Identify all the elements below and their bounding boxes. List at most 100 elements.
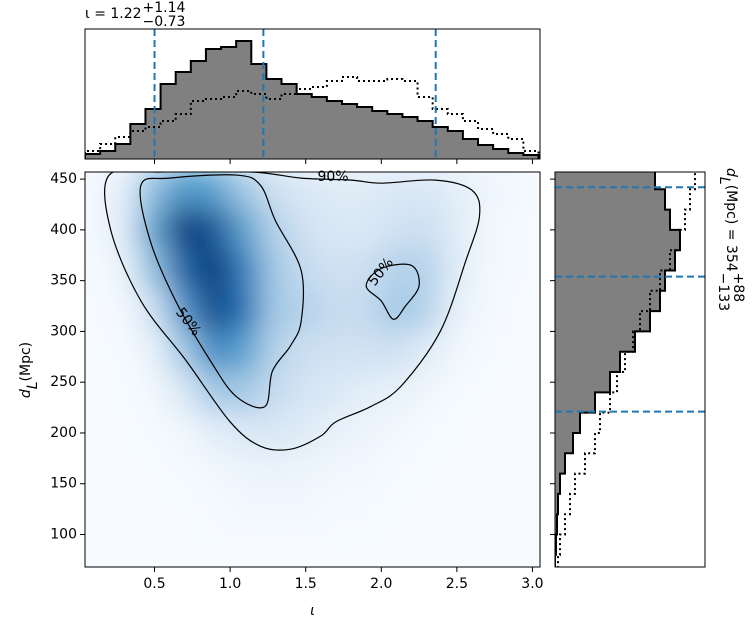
posterior-bar (175, 72, 192, 159)
posterior-bar (417, 121, 433, 159)
histogram (555, 172, 696, 567)
density-cell (380, 208, 413, 252)
title-sup: +1.14 (143, 0, 186, 16)
density-cell (350, 172, 383, 211)
density-cell (319, 533, 353, 567)
density-cell (108, 330, 141, 374)
density-cell (380, 411, 413, 455)
density-cell (198, 289, 232, 333)
density-cell (259, 492, 292, 536)
y-tick-label: 200 (50, 425, 77, 441)
posterior-bar (221, 47, 237, 159)
density-cell (108, 533, 141, 567)
posterior-bar (555, 229, 681, 251)
density-cell (470, 452, 504, 495)
density-cell (350, 533, 383, 567)
posterior-bar (130, 124, 146, 159)
density-cell (229, 452, 262, 495)
label-sup: +88 (730, 273, 746, 303)
density-cell (440, 172, 473, 211)
heatmap-area (85, 172, 540, 567)
density-cell (410, 172, 443, 211)
posterior-bar (493, 149, 509, 159)
density-cell (501, 411, 534, 455)
density-cell (410, 533, 443, 567)
density-cell (501, 249, 534, 292)
density-cell (168, 411, 201, 455)
label-part: d (18, 389, 34, 398)
posterior-bar (555, 189, 666, 210)
density-cell (259, 533, 292, 567)
density-cell (138, 371, 171, 414)
density-cell (85, 533, 111, 567)
density-cell (350, 371, 383, 414)
posterior-bar (555, 453, 566, 474)
density-cell (410, 452, 443, 495)
posterior-bar (555, 392, 596, 413)
density-cell (380, 452, 413, 495)
posterior-bar (326, 101, 343, 159)
histogram-frame (554, 171, 706, 568)
density-cell (350, 452, 383, 495)
density-cell (440, 330, 473, 374)
posterior-bar (205, 49, 222, 159)
density-cell (410, 371, 443, 414)
label-part: d (723, 168, 739, 177)
top-title: ι = 1.22 +1.14−0.73 (85, 0, 186, 30)
histogram (85, 40, 540, 159)
density-cell (198, 452, 232, 495)
density-cell (85, 208, 111, 252)
density-cell (259, 172, 292, 211)
y-tick-label: 100 (50, 527, 77, 543)
density-cell (229, 330, 262, 374)
density-cell (85, 249, 111, 292)
density-cell (198, 411, 232, 455)
posterior-bar (555, 250, 676, 271)
density-cell (138, 330, 171, 374)
posterior-bar (85, 154, 101, 159)
density-cell (85, 411, 111, 455)
posterior-bar (447, 131, 464, 159)
posterior-bar (555, 473, 561, 495)
density-cell (501, 371, 534, 414)
density-cell (259, 452, 292, 495)
density-cell (350, 330, 383, 374)
density-cell (380, 533, 413, 567)
density-cell (410, 249, 443, 292)
density-cell (198, 249, 232, 292)
density-cell (259, 249, 292, 292)
density-cell (501, 172, 534, 211)
density-cell (168, 533, 201, 567)
density-cell (440, 289, 473, 333)
prior-outline (557, 172, 696, 567)
density-cell (168, 492, 201, 536)
label-part: (Mpc) = 354 (723, 185, 739, 272)
density-cell (289, 492, 322, 536)
posterior-bar (115, 144, 131, 159)
density-cell (229, 289, 262, 333)
density-cell (108, 249, 141, 292)
density-cell (350, 411, 383, 455)
density-cell (198, 371, 232, 414)
posterior-bar (190, 61, 207, 159)
density-cell (168, 371, 201, 414)
density-cell (501, 330, 534, 374)
density-cell (289, 330, 322, 374)
posterior-bar (281, 84, 297, 159)
density-cell (85, 492, 111, 536)
density-cell (289, 452, 322, 495)
density-cell (350, 289, 383, 333)
density-cell (319, 371, 353, 414)
density-cell (229, 208, 262, 252)
density-cell (470, 172, 504, 211)
posterior-bar (555, 331, 636, 353)
density-cell (289, 411, 322, 455)
density-cell (85, 371, 111, 414)
posterior-bar (402, 117, 418, 159)
density-cell (380, 289, 413, 333)
posterior-bar (555, 311, 651, 332)
x-tick-label: 3.0 (521, 576, 543, 592)
density-cell (380, 172, 413, 211)
density-cell (380, 249, 413, 292)
density-cell (350, 208, 383, 252)
